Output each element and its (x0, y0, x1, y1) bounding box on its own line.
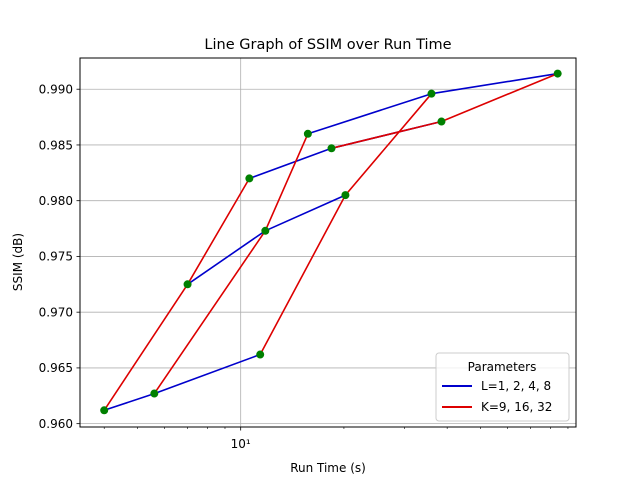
y-axis-label: SSIM (dB) (11, 233, 25, 291)
plot-area-frame (79, 57, 577, 428)
x-tick-label: 10¹ (231, 437, 251, 451)
data-point (341, 191, 350, 200)
y-tick-label: 0.965 (39, 361, 73, 375)
y-tick-label: 0.980 (39, 194, 73, 208)
data-point (256, 350, 265, 359)
data-point (427, 89, 436, 98)
data-point (150, 389, 159, 398)
y-tick-label: 0.985 (39, 138, 73, 152)
y-tick-label: 0.990 (39, 83, 73, 97)
data-point (245, 174, 254, 183)
y-tick-label: 0.975 (39, 250, 73, 264)
legend-label-k-series: K=9, 16, 32 (481, 400, 552, 414)
data-point (183, 280, 192, 289)
legend-title: Parameters (468, 360, 537, 374)
legend-label-l-series: L=1, 2, 4, 8 (481, 379, 551, 393)
legend: Parameters L=1, 2, 4, 8 K=9, 16, 32 (435, 352, 570, 422)
axis-ticks: 0.960 0.965 0.970 0.975 0.980 0.985 0.990 10¹ (39, 83, 569, 451)
chart-title: Line Graph of SSIM over Run Time (204, 37, 451, 53)
grid (80, 58, 576, 427)
data-point (303, 129, 312, 138)
x-axis-label: Run Time (s) (290, 461, 366, 475)
y-tick-label: 0.960 (39, 417, 73, 431)
data-point (437, 117, 446, 126)
data-point (327, 144, 336, 153)
data-markers (100, 69, 562, 415)
legend-box (435, 352, 570, 422)
y-tick-label: 0.970 (39, 305, 73, 319)
data-point (553, 69, 562, 78)
data-point (261, 226, 270, 235)
data-point (100, 406, 109, 415)
